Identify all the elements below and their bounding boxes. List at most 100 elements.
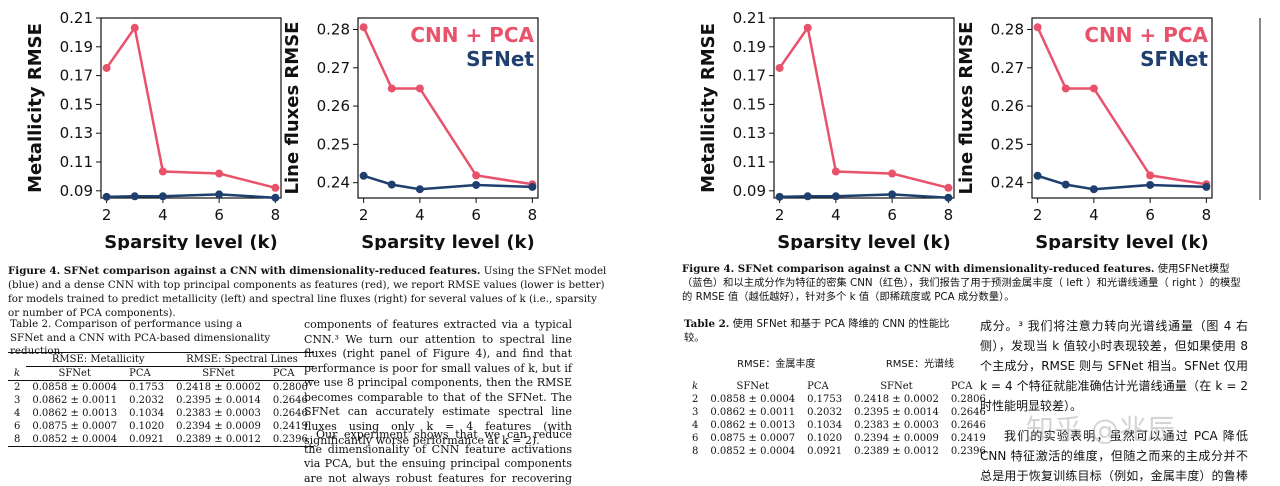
x-axis-label: Sparsity level (k): [1035, 232, 1209, 250]
data-point: [1146, 171, 1155, 180]
data-point: [472, 171, 481, 180]
data-point: [130, 23, 139, 32]
data-point: [130, 192, 139, 201]
y-tick-label: 0.09: [733, 182, 766, 200]
y-tick-label: 0.26: [991, 97, 1024, 115]
table-cell-zh: 0.0862 ± 0.0011: [710, 407, 796, 418]
data-point: [415, 185, 424, 194]
table-cell-zh: 2: [692, 394, 699, 405]
table-row: 6 0.0875 ± 0.0007 0.1020 0.2394 ± 0.0009 0.2…: [8, 420, 314, 433]
table-group-header-zh: RMSE：金属丰度 RMSE：光谱线: [686, 354, 992, 380]
y-tick-label: 0.27: [317, 59, 350, 77]
table-cell: 0.2418 ± 0.0002: [176, 382, 261, 393]
x-tick-label: 4: [831, 206, 841, 224]
col-sfnet-2-zh: SFNet: [880, 381, 913, 392]
table-row-zh: 8 0.0852 ± 0.0004 0.0921 0.2389 ± 0.0012 0.2…: [686, 445, 992, 458]
data-point: [1061, 84, 1070, 93]
table-cell-zh: 0.0921: [807, 446, 843, 457]
y-tick-label: 0.17: [60, 67, 93, 85]
table-cell-zh: 0.0858 ± 0.0004: [710, 394, 796, 405]
group-header-spectral-zh: RMSE：光谱线: [885, 359, 955, 370]
table-cell-zh: 0.1034: [807, 420, 843, 431]
col-pca-1-zh: PCA: [807, 381, 829, 392]
y-tick-label: 0.17: [733, 67, 766, 85]
table-row: 3 0.0862 ± 0.0011 0.2032 0.2395 ± 0.0014 0.2…: [8, 394, 314, 407]
table-cell-zh: 0.2396: [950, 446, 986, 457]
data-point: [775, 63, 784, 72]
data-point: [1033, 23, 1042, 32]
table-caption-text: Comparison of performance using a SFNet …: [10, 318, 271, 357]
x-axis-label: Sparsity level (k): [361, 232, 535, 250]
y-tick-label: 0.25: [317, 135, 350, 153]
body-paragraph-2-zh-text: 我们的实验表明，虽然可以通过 PCA 降低 CNN 特征激活的维度，但随之而来的…: [980, 429, 1248, 483]
table-cell: 0.2396: [272, 434, 308, 445]
data-point: [1089, 84, 1098, 93]
col-pca-2: PCA: [272, 368, 295, 379]
y-tick-label: 0.27: [991, 59, 1024, 77]
chinese-page: 0.09 0.11 0.13 0.15 0.17 0.19 0.21 2 4 6 8 Sparsity…: [662, 0, 1280, 486]
table-row-zh: 6 0.0875 ± 0.0007 0.1020 0.2394 ± 0.0009 0.2…: [686, 432, 992, 445]
figure-caption-text: Using the SFNet model (blue) and a dense…: [8, 265, 607, 319]
y-tick-label: 0.25: [991, 135, 1024, 153]
english-page: 0.09 0.11 0.13 0.15 0.17 0.19 0.21 2 4 6 8 Sparsity…: [0, 0, 620, 486]
series-line: [778, 24, 949, 189]
x-axis-label: Sparsity level (k): [104, 232, 278, 250]
table-cell-zh: 0.2032: [807, 407, 843, 418]
legend-entry-sfnet: SFNet: [466, 47, 534, 71]
data-point: [102, 63, 111, 72]
table-header-row-zh: k SFNet PCA SFNet PCA: [686, 380, 992, 393]
table-group-header: RMSE: Metallicity RMSE: Spectral Lines: [8, 352, 314, 367]
plot-frame: [773, 17, 955, 199]
table-cell: 2: [14, 382, 21, 393]
data-point: [888, 169, 897, 178]
table-cell-zh: 0.2383 ± 0.0003: [854, 420, 939, 431]
table-row: 2 0.0858 ± 0.0004 0.1753 0.2418 ± 0.0002 0.2…: [8, 381, 314, 395]
y-tick-label: 0.15: [60, 95, 93, 113]
table-cell: 0.0862 ± 0.0013: [32, 408, 118, 419]
figure-caption-label: Figure 4. SFNet comparison against a CNN…: [8, 265, 481, 277]
table-cell: 0.0852 ± 0.0004: [32, 434, 118, 445]
table-cell-zh: 0.2394 ± 0.0009: [854, 433, 939, 444]
results-table-zh: RMSE：金属丰度 RMSE：光谱线 k SFNet PCA SFNet PCA…: [686, 354, 992, 458]
data-point: [359, 171, 368, 180]
legend-entry-cnn-pca: CNN + PCA: [410, 23, 534, 47]
y-tick-label: 0.21: [733, 9, 766, 27]
table-cell-zh: 8: [692, 446, 699, 457]
group-header-metallicity-zh: RMSE：金属丰度: [737, 359, 816, 370]
y-tick-label: 0.13: [60, 124, 93, 142]
table-cell-zh: 0.0875 ± 0.0007: [710, 433, 796, 444]
y-axis-label: Metallicity RMSE: [25, 23, 46, 193]
plot-frame: [357, 17, 539, 199]
data-point: [831, 192, 840, 201]
y-tick-label: 0.11: [60, 153, 93, 171]
table-row-zh: 3 0.0862 ± 0.0011 0.2032 0.2395 ± 0.0014 0.2…: [686, 406, 992, 419]
x-tick-label: 2: [102, 206, 112, 224]
y-tick-label: 0.24: [991, 174, 1024, 192]
data-point: [1089, 185, 1098, 194]
data-point: [158, 192, 167, 201]
data-point: [1033, 171, 1042, 180]
figure-caption-label-zh: Figure 4. SFNet comparison against a CNN…: [682, 263, 1155, 275]
col-k: k: [14, 367, 21, 379]
data-point: [102, 192, 111, 201]
table-row-zh: 2 0.0858 ± 0.0004 0.1753 0.2418 ± 0.0002 0.2…: [686, 393, 992, 406]
table-caption-zh: Table 2. 使用 SFNet 和基于 PCA 降维的 CNN 的性能比较。: [684, 318, 964, 345]
x-tick-label: 6: [887, 206, 897, 224]
table-cell-zh: 0.2646: [950, 420, 986, 431]
data-point: [271, 193, 280, 202]
table-row: 4 0.0862 ± 0.0013 0.1034 0.2383 ± 0.0003 0.2…: [8, 407, 314, 420]
table-cell: 8: [14, 434, 21, 445]
data-point: [1061, 180, 1070, 189]
x-axis-label: Sparsity level (k): [777, 232, 951, 250]
x-tick-label: 8: [271, 206, 281, 224]
y-axis-label: Line fluxes RMSE: [956, 22, 977, 195]
table-caption: Table 2. Comparison of performance using…: [10, 318, 272, 359]
table-row-zh: 4 0.0862 ± 0.0013 0.1034 0.2383 ± 0.0003 0.2…: [686, 419, 992, 432]
body-paragraph-2: Our experiment shows that we can reduce …: [304, 428, 572, 486]
table-cell: 3: [14, 395, 21, 406]
y-tick-label: 0.15: [733, 95, 766, 113]
x-tick-label: 4: [158, 206, 168, 224]
table-cell: 0.1020: [129, 421, 165, 432]
table-cell-zh: 6: [692, 433, 699, 444]
body-paragraph-1: components of features extracted via a t…: [304, 318, 572, 449]
